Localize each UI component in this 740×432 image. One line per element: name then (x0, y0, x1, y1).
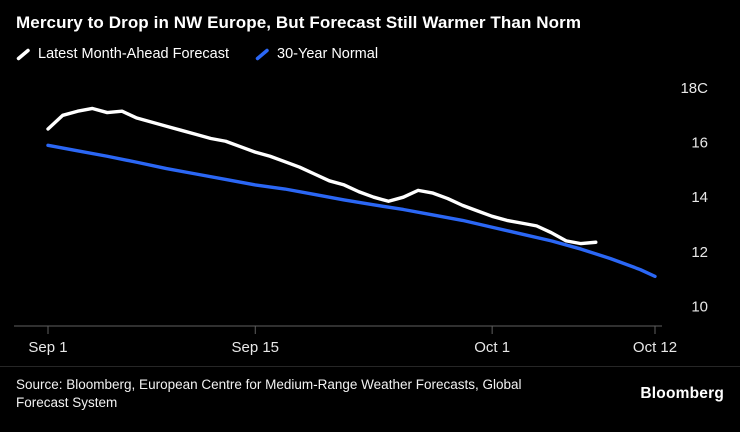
source-line-1: Source: Bloomberg, European Centre for M… (16, 377, 522, 392)
x-tick-label: Sep 1 (28, 339, 67, 356)
source-line-2: Forecast System (16, 395, 118, 411)
legend-label-forecast: Latest Month-Ahead Forecast (38, 46, 230, 62)
legend-item-forecast: Latest Month-Ahead Forecast (16, 46, 229, 62)
line-chart: Sep 1 Sep 15 Oct 1 Oct 12 18C 16 14 12 10 (0, 68, 740, 360)
x-tick-label: Oct 12 (633, 339, 677, 356)
normal-line-swatch-icon (255, 48, 269, 60)
y-tick-label: 12 (691, 244, 708, 261)
y-tick-label: 14 (691, 189, 708, 206)
y-tick-label: 18C (680, 80, 708, 97)
forecast-line-swatch-icon (16, 48, 30, 60)
series-line-30-year-normal (46, 143, 657, 279)
chart-title: Mercury to Drop in NW Europe, But Foreca… (16, 13, 582, 32)
source-text: Source: Bloomberg, European Centre for M… (16, 376, 522, 412)
y-tick-label: 10 (691, 298, 708, 315)
bloomberg-chart-card: Mercury to Drop in NW Europe, But Foreca… (0, 13, 740, 412)
legend-label-normal: 30-Year Normal (277, 46, 379, 62)
line-chart-canvas: Sep 1 Sep 15 Oct 1 Oct 12 18C 16 14 12 10 (14, 80, 708, 356)
y-tick-label: 16 (691, 135, 708, 152)
legend-item-normal: 30-Year Normal (255, 46, 378, 62)
x-tick-label: Oct 1 (474, 339, 510, 356)
x-tick-label: Sep 15 (231, 339, 279, 356)
chart-footer: Source: Bloomberg, European Centre for M… (0, 366, 740, 412)
chart-legend: Latest Month-Ahead Forecast 30-Year Norm… (16, 46, 724, 62)
bloomberg-logo: Bloomberg (640, 385, 724, 403)
series-line-latest-month-ahead-forecast (46, 106, 598, 246)
